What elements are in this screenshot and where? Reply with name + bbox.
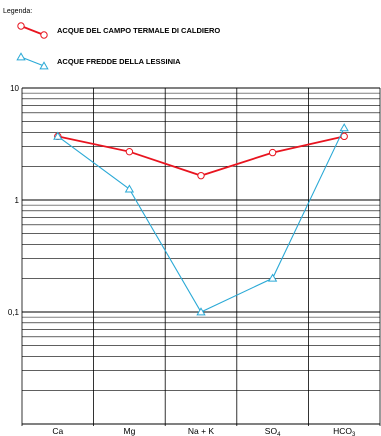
y-tick-label: 0,1 — [8, 308, 20, 317]
grid-horizontal — [22, 87, 380, 425]
data-point — [267, 273, 278, 282]
y-tick-label: 10 — [10, 84, 19, 93]
series-line — [57, 127, 345, 313]
legend-line — [20, 56, 45, 67]
legend-marker — [39, 61, 49, 70]
legend-item-1: ACQUE DEL CAMPO TERMALE DI CALDIERO — [17, 22, 220, 39]
data-point — [124, 184, 135, 193]
y-tick-label: 1 — [15, 196, 20, 205]
legend-label: ACQUE FREDDE DELLA LESSINIA — [57, 57, 181, 66]
legend-title: Legenda: — [3, 8, 32, 15]
x-tick-label: Na + K — [188, 426, 215, 436]
x-tick-label: Ca — [52, 426, 63, 436]
data-point — [268, 148, 277, 157]
series-layer — [53, 123, 349, 316]
legend-line — [20, 25, 45, 36]
data-point — [340, 132, 348, 141]
y-axis-tick-labels: 10 1 0,1 — [8, 84, 20, 317]
data-point — [339, 123, 349, 132]
data-point — [125, 147, 134, 156]
legend-label: ACQUE DEL CAMPO TERMALE DI CALDIERO — [57, 26, 220, 35]
data-point — [196, 307, 206, 316]
legend: ACQUE DEL CAMPO TERMALE DI CALDIERO ACQUE… — [16, 22, 220, 70]
data-point — [53, 131, 63, 140]
series-line — [57, 135, 345, 177]
x-axis-tick-labels: Ca Mg Na + K SO4 HCO3 — [52, 426, 356, 436]
series-1 — [54, 132, 348, 180]
legend-marker — [17, 22, 25, 30]
x-tick-label: Mg — [123, 426, 135, 436]
legend-marker — [40, 31, 48, 39]
grid-vertical — [21, 88, 381, 426]
x-tick-label: SO4 — [265, 426, 281, 436]
x-tick-label: HCO3 — [333, 426, 356, 436]
data-point — [197, 171, 205, 180]
legend-marker — [16, 52, 26, 61]
legend-item-2: ACQUE FREDDE DELLA LESSINIA — [16, 52, 181, 70]
series-2 — [53, 123, 349, 316]
